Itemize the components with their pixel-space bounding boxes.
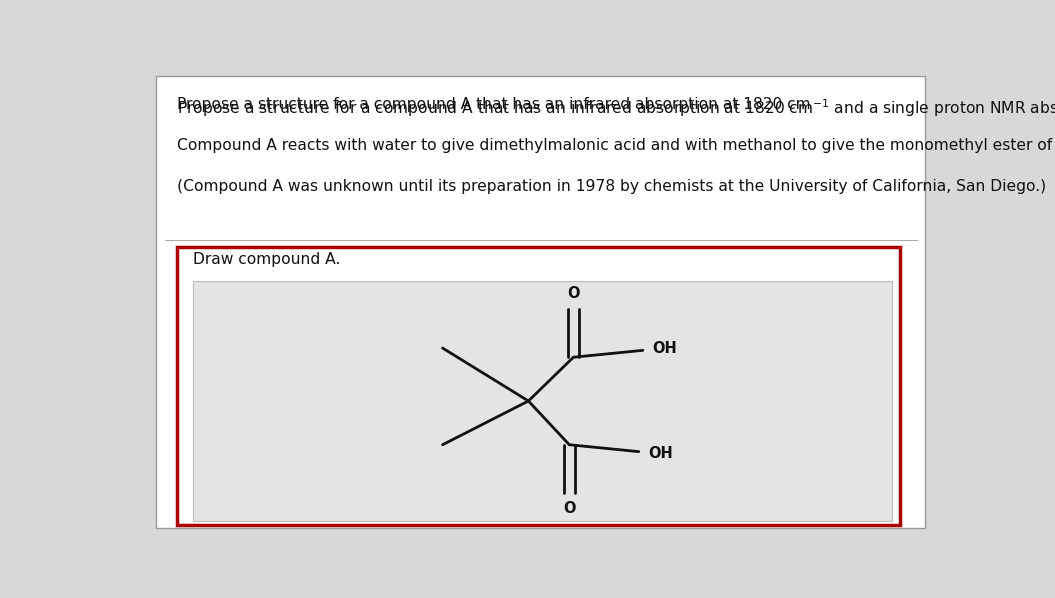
Text: Propose a structure for a compound A that has an infrared absorption at 1820 cm$: Propose a structure for a compound A tha… bbox=[177, 97, 1055, 119]
FancyBboxPatch shape bbox=[156, 77, 925, 527]
FancyBboxPatch shape bbox=[193, 281, 893, 521]
Text: OH: OH bbox=[653, 340, 677, 356]
Text: (Compound A was unknown until its preparation in 1978 by chemists at the Univers: (Compound A was unknown until its prepar… bbox=[177, 179, 1046, 194]
Text: Compound A reacts with water to give dimethylmalonic acid and with methanol to g: Compound A reacts with water to give dim… bbox=[177, 138, 1055, 153]
Text: OH: OH bbox=[649, 447, 673, 462]
Text: Propose a structure for a compound A that has an infrared absorption at 1820 cm: Propose a structure for a compound A tha… bbox=[177, 97, 810, 112]
Text: Draw compound A.: Draw compound A. bbox=[193, 252, 341, 267]
Text: O: O bbox=[563, 501, 576, 516]
Text: O: O bbox=[568, 286, 579, 301]
FancyBboxPatch shape bbox=[177, 247, 901, 525]
